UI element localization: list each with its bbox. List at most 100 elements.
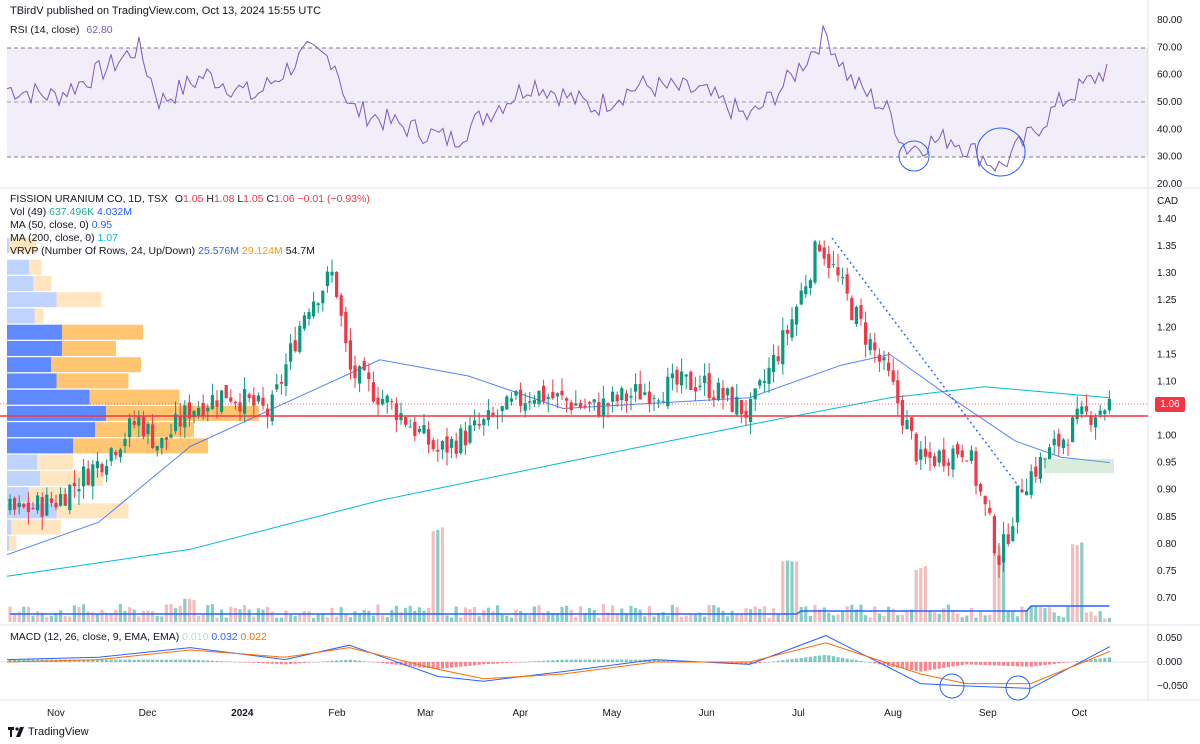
candle-body — [877, 354, 881, 362]
macd-hist-bar — [657, 659, 661, 662]
volume-bar — [422, 610, 426, 622]
macd-hist-bar — [114, 659, 118, 662]
vp-down-bar — [9, 535, 17, 551]
macd-hist-bar — [463, 662, 467, 667]
volume-bar — [726, 616, 730, 622]
candle-body — [795, 306, 799, 325]
volume-bar — [293, 615, 297, 622]
macd-hist-bar — [597, 659, 601, 662]
candle-body — [790, 319, 794, 338]
volume-bar — [187, 598, 191, 622]
macd-hist-bar — [960, 662, 964, 666]
macd-hist-bar — [859, 661, 863, 662]
macd-hist-bar — [601, 659, 605, 662]
volume-bar — [335, 616, 339, 622]
macd-hist-bar — [362, 661, 366, 662]
price-tick-label: 0.85 — [1157, 512, 1177, 523]
volume-ma-line — [10, 605, 1110, 615]
vp-down-bar — [33, 275, 52, 291]
time-tick-label: Feb — [328, 708, 346, 719]
volume-bar — [344, 613, 348, 622]
macd-hist-bar — [997, 662, 1001, 666]
volume-bar — [831, 615, 835, 622]
volume-bar — [721, 610, 725, 622]
volume-bar — [592, 609, 596, 622]
close-label: C — [266, 193, 275, 205]
rsi-panel — [6, 24, 1148, 177]
macd-hist-bar — [519, 662, 523, 663]
macd-hist-bar — [473, 662, 477, 666]
macd-hist-bar — [289, 662, 293, 664]
candle-body — [983, 496, 987, 505]
macd-hist-bar — [279, 662, 283, 665]
macd-hist-bar — [758, 662, 762, 664]
candle-body — [868, 339, 872, 351]
volume-bar — [937, 614, 941, 622]
candle-body — [546, 397, 550, 399]
candle-body — [523, 403, 527, 411]
candle-body — [463, 430, 467, 446]
macd-hist-bar — [1089, 659, 1093, 662]
candle-body — [1034, 466, 1038, 477]
volume-bar — [992, 551, 996, 622]
macd-hist-bar — [606, 659, 610, 662]
candle-body — [45, 494, 49, 516]
tradingview-brand[interactable]: TradingView — [8, 726, 89, 738]
volume-bar — [601, 604, 605, 622]
ma200-value: 1.07 — [97, 232, 118, 244]
macd-hist-bar — [1002, 662, 1006, 666]
macd-hist-bar — [574, 659, 578, 662]
macd-hist-bar — [565, 659, 569, 662]
volume-bar — [588, 607, 592, 622]
volume-bar — [1020, 606, 1024, 622]
macd-hist-bar — [670, 660, 674, 662]
macd-hist-bar — [367, 661, 371, 663]
macd-hist-bar — [933, 662, 937, 670]
macd-hist-bar — [1103, 657, 1107, 662]
volume-bar — [289, 615, 293, 622]
candle-body — [624, 393, 628, 402]
candle-body — [132, 421, 136, 425]
last-price-tag: 1.06 — [1155, 397, 1185, 412]
candle-body — [1107, 398, 1111, 411]
candle-body — [381, 398, 385, 405]
volume-bar — [183, 598, 187, 622]
macd-hist-bar — [118, 659, 122, 662]
volume-bar — [275, 617, 279, 622]
candle-body — [560, 390, 564, 396]
volume-bar — [790, 561, 794, 622]
candle-body — [532, 399, 536, 404]
macd-hist-bar — [795, 658, 799, 662]
volume-bar — [491, 611, 495, 622]
macd-hist-bar — [77, 659, 81, 662]
candle-body — [1011, 526, 1015, 541]
currency-label: CAD — [1157, 196, 1178, 207]
candle-body — [891, 370, 895, 382]
candle-body — [473, 420, 477, 426]
macd-hist-bar — [109, 659, 113, 662]
volume-bar — [974, 617, 978, 622]
candle-body — [528, 401, 532, 403]
macd-hist-bar — [946, 662, 950, 668]
candle-body — [298, 326, 302, 352]
volume-bar — [312, 617, 316, 622]
volume-bar — [54, 613, 58, 622]
candle-body — [1029, 471, 1033, 496]
vp-up-bar — [7, 308, 35, 324]
symbol-legend[interactable]: FISSION URANIUM CO, 1D, TSX O1.05 H1.08 … — [10, 193, 370, 206]
candle-body — [210, 395, 214, 409]
macd-hist-bar — [1107, 657, 1111, 662]
volume-bar — [569, 609, 573, 622]
macd-hist-bar — [1057, 662, 1061, 664]
macd-legend: MACD (12, 26, close, 9, EMA, EMA) 0.010 … — [10, 631, 267, 644]
vrvp-legend: VRVP (Number Of Rows, 24, Up/Down) 25.57… — [10, 245, 315, 258]
macd-hist-bar — [969, 662, 973, 665]
macd-hist-bar — [785, 659, 789, 662]
macd-hist-bar — [1094, 658, 1098, 662]
volume-bar — [877, 613, 881, 622]
time-tick-label: Apr — [513, 708, 529, 719]
volume-bar — [1015, 616, 1019, 622]
volume-bar — [657, 612, 661, 622]
volume-bar — [689, 614, 693, 622]
